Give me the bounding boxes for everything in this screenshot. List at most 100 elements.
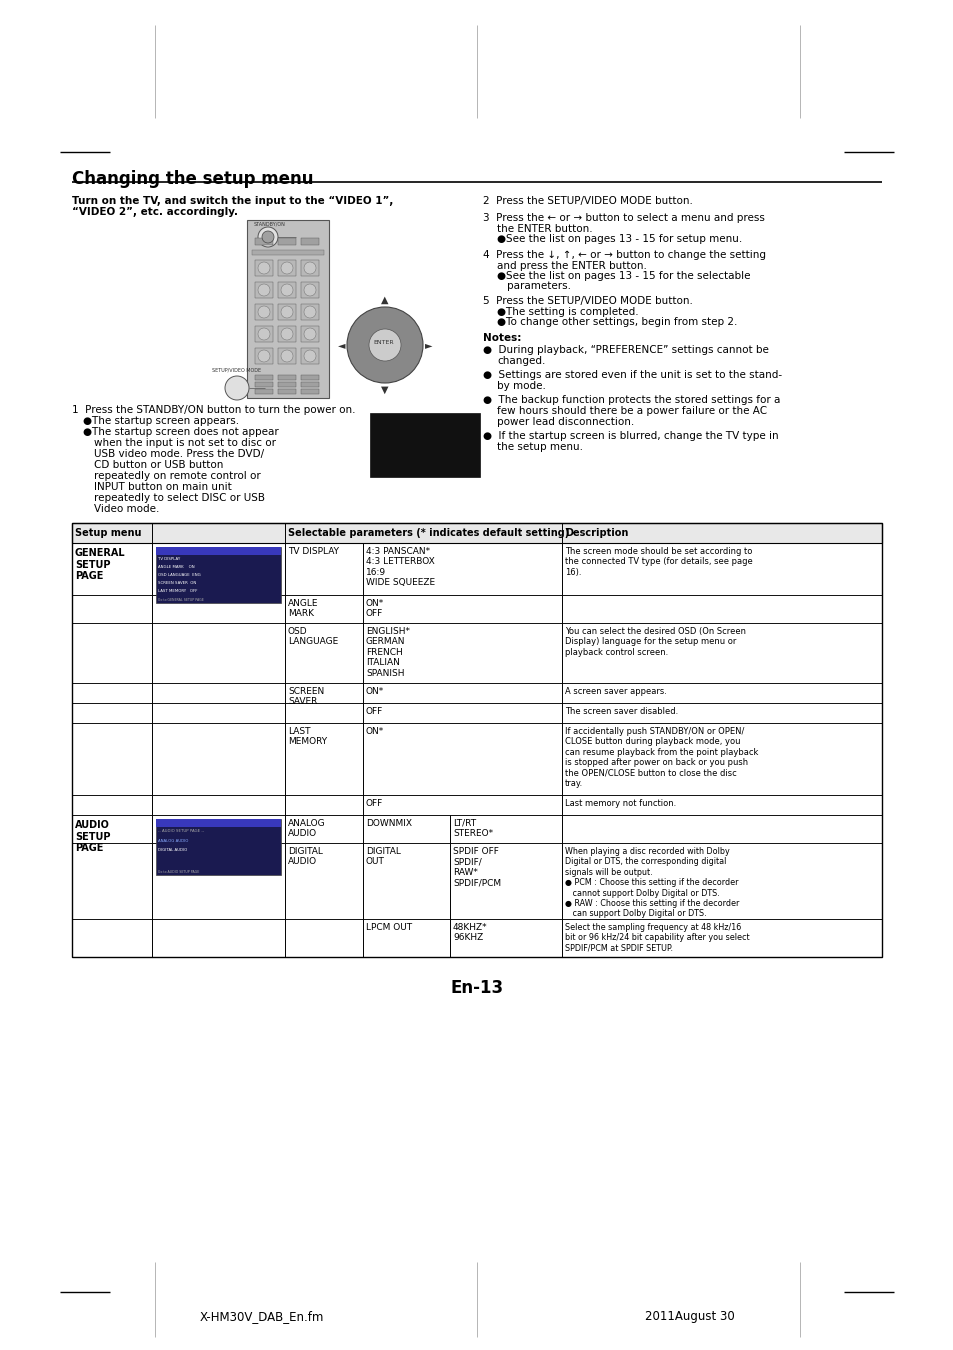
Text: Last memory not function.: Last memory not function. (564, 799, 676, 809)
Text: Notes:: Notes: (482, 333, 521, 343)
Text: ●  If the startup screen is blurred, change the TV type in: ● If the startup screen is blurred, chan… (482, 431, 778, 441)
Text: AUDIO
SETUP
PAGE: AUDIO SETUP PAGE (75, 819, 111, 853)
Text: INPUT button on main unit: INPUT button on main unit (94, 482, 232, 491)
Text: ●The startup screen does not appear: ●The startup screen does not appear (83, 427, 278, 437)
Text: GENERAL AUDIO DOLBY VIDEO PREFER: GENERAL AUDIO DOLBY VIDEO PREFER (157, 821, 226, 825)
Circle shape (257, 284, 270, 296)
Bar (156, 547, 281, 555)
Text: 4  Press the ↓, ↑, ← or → button to change the setting: 4 Press the ↓, ↑, ← or → button to chang… (482, 250, 765, 261)
Bar (301, 282, 318, 298)
Circle shape (281, 350, 293, 362)
Text: ●See the list on pages 13 - 15 for the selectable: ●See the list on pages 13 - 15 for the s… (497, 271, 750, 281)
Bar (277, 389, 295, 394)
Text: Select the sampling frequency at 48 kHz/16
bit or 96 kHz/24 bit capability after: Select the sampling frequency at 48 kHz/… (564, 923, 749, 953)
Text: Go to GENERAL SETUP PAGE: Go to GENERAL SETUP PAGE (158, 598, 204, 602)
Text: SETUP/VIDEO MODE: SETUP/VIDEO MODE (212, 369, 261, 373)
Circle shape (304, 262, 315, 274)
Text: Turn on the TV, and switch the input to the “VIDEO 1”,: Turn on the TV, and switch the input to … (71, 196, 393, 207)
Text: ●  During playback, “PREFERENCE” settings cannot be: ● During playback, “PREFERENCE” settings… (482, 346, 768, 355)
Bar (156, 547, 281, 603)
Text: X-HM30V_DAB_En.fm: X-HM30V_DAB_En.fm (200, 1310, 324, 1323)
Bar (71, 543, 882, 595)
Text: ●To change other settings, begin from step 2.: ●To change other settings, begin from st… (497, 317, 737, 327)
Text: repeatedly on remote control or: repeatedly on remote control or (94, 471, 260, 481)
Text: DIGITAL
OUT: DIGITAL OUT (366, 846, 400, 867)
Text: ON*: ON* (366, 728, 384, 736)
Text: Changing the setup menu: Changing the setup menu (71, 170, 314, 188)
Circle shape (281, 284, 293, 296)
Bar (71, 842, 882, 919)
Bar (71, 522, 882, 543)
Circle shape (304, 306, 315, 319)
Bar (71, 703, 882, 724)
Circle shape (257, 227, 277, 247)
Circle shape (304, 328, 315, 340)
Text: 5  Press the SETUP/VIDEO MODE button.: 5 Press the SETUP/VIDEO MODE button. (482, 296, 692, 306)
Text: You can select the desired OSD (On Screen
Display) language for the setup menu o: You can select the desired OSD (On Scree… (564, 626, 745, 657)
Text: The screen mode should be set according to
the connected TV type (for details, s: The screen mode should be set according … (564, 547, 752, 576)
Text: ●The startup screen appears.: ●The startup screen appears. (83, 416, 239, 427)
Bar (370, 413, 479, 477)
Text: ▼: ▼ (381, 385, 388, 396)
Bar (277, 238, 295, 244)
Text: the ENTER button.: the ENTER button. (497, 224, 592, 234)
Text: SCREEN
SAVER: SCREEN SAVER (288, 687, 324, 706)
Text: ►: ► (424, 340, 432, 350)
Bar (254, 261, 273, 275)
Text: LAST MEMORY   OFF: LAST MEMORY OFF (158, 589, 197, 593)
Text: Setup menu: Setup menu (75, 528, 141, 539)
Text: En-13: En-13 (450, 979, 503, 998)
Circle shape (257, 350, 270, 362)
Bar (254, 382, 273, 387)
Bar (301, 375, 318, 379)
Circle shape (281, 328, 293, 340)
Text: 4:3 PANSCAN*
4:3 LETTERBOX
16:9
WIDE SQUEEZE: 4:3 PANSCAN* 4:3 LETTERBOX 16:9 WIDE SQU… (366, 547, 435, 587)
Bar (301, 304, 318, 320)
Bar (301, 348, 318, 364)
Circle shape (304, 284, 315, 296)
Bar (254, 238, 273, 244)
Text: SPDIF OFF
SPDIF/
RAW*
SPDIF/PCM: SPDIF OFF SPDIF/ RAW* SPDIF/PCM (453, 846, 500, 887)
Text: 48KHZ*
96KHZ: 48KHZ* 96KHZ (453, 923, 487, 942)
Text: ▲: ▲ (381, 296, 388, 305)
Text: USB video mode. Press the DVD/: USB video mode. Press the DVD/ (94, 450, 264, 459)
Text: “VIDEO 2”, etc. accordingly.: “VIDEO 2”, etc. accordingly. (71, 207, 237, 217)
Text: TV DISPLAY: TV DISPLAY (288, 547, 338, 556)
Circle shape (257, 328, 270, 340)
Text: ENTER: ENTER (373, 340, 394, 346)
Text: Video mode.: Video mode. (94, 504, 159, 514)
Text: TV DISPLAY: TV DISPLAY (158, 558, 180, 562)
Text: power lead disconnection.: power lead disconnection. (497, 417, 634, 427)
Bar (247, 220, 329, 398)
Text: ANALOG AUDIO: ANALOG AUDIO (158, 838, 188, 842)
Text: SCREEN SAVER  ON: SCREEN SAVER ON (158, 580, 196, 585)
Bar (254, 325, 273, 342)
Bar (277, 325, 295, 342)
Text: ●  The backup function protects the stored settings for a: ● The backup function protects the store… (482, 396, 780, 405)
Text: Pioneer: Pioneer (392, 447, 457, 460)
Bar (277, 261, 295, 275)
Bar (156, 819, 281, 828)
Bar (277, 382, 295, 387)
Circle shape (262, 231, 274, 243)
Text: If accidentally push STANDBY/ON or OPEN/
CLOSE button during playback mode, you
: If accidentally push STANDBY/ON or OPEN/… (564, 728, 758, 788)
Text: ◄: ◄ (337, 340, 345, 350)
Circle shape (225, 377, 249, 400)
Bar (252, 250, 324, 255)
Text: OFF: OFF (366, 707, 383, 716)
Bar (71, 795, 882, 815)
Text: DIGITAL AUDIO: DIGITAL AUDIO (158, 848, 187, 852)
Bar (301, 238, 318, 244)
Bar (277, 375, 295, 379)
Bar (71, 724, 882, 795)
Text: ANGLE MARK    ON: ANGLE MARK ON (158, 566, 194, 568)
Text: ON*
OFF: ON* OFF (366, 599, 384, 618)
Circle shape (347, 306, 422, 383)
Text: the setup menu.: the setup menu. (497, 441, 582, 452)
Text: 2011August 30: 2011August 30 (644, 1310, 734, 1323)
Text: The screen saver disabled.: The screen saver disabled. (564, 707, 678, 716)
Bar (71, 815, 882, 842)
Circle shape (304, 350, 315, 362)
Text: ENGLISH*
GERMAN
FRENCH
ITALIAN
SPANISH: ENGLISH* GERMAN FRENCH ITALIAN SPANISH (366, 626, 410, 678)
Bar (71, 683, 882, 703)
